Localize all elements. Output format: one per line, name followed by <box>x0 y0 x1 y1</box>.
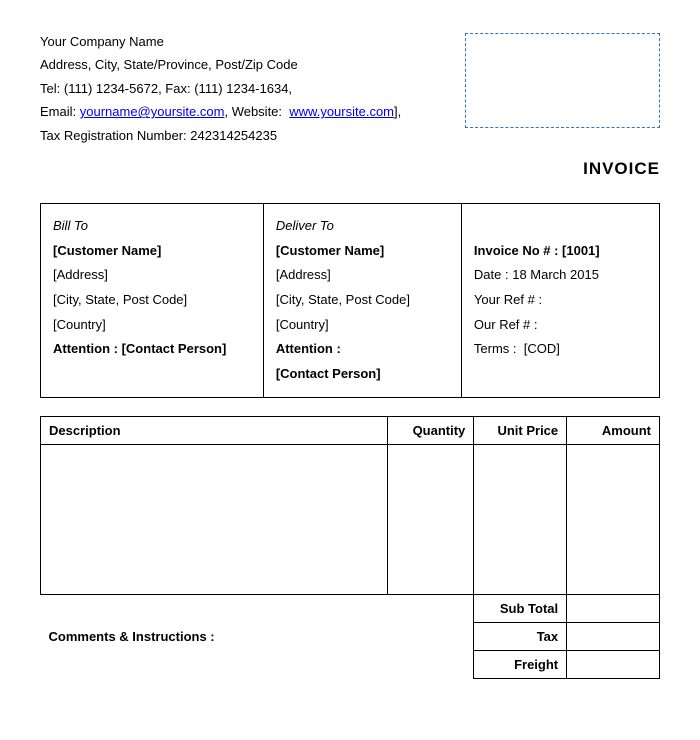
bill-to-country: [Country] <box>53 313 251 338</box>
bill-to-cell: Bill To [Customer Name] [Address] [City,… <box>41 203 264 397</box>
info-table: Bill To [Customer Name] [Address] [City,… <box>40 203 660 398</box>
col-quantity: Quantity <box>387 416 474 444</box>
deliver-to-address: [Address] <box>276 263 449 288</box>
bill-to-heading: Bill To <box>53 214 251 239</box>
col-unit-price: Unit Price <box>474 416 567 444</box>
bill-to-address: [Address] <box>53 263 251 288</box>
subtotal-value <box>567 594 660 622</box>
bill-to-customer: [Customer Name] <box>53 239 251 264</box>
company-taxreg-line: Tax Registration Number: 242314254235 <box>40 124 401 147</box>
deliver-to-city: [City, State, Post Code] <box>276 288 449 313</box>
our-ref: Our Ref # : <box>474 313 647 338</box>
cell-unit-price <box>474 444 567 594</box>
freight-label: Freight <box>474 650 567 678</box>
tax-value <box>567 622 660 650</box>
deliver-to-attention: [Contact Person] <box>276 362 449 387</box>
deliver-to-attention-label: Attention : <box>276 337 449 362</box>
col-description: Description <box>41 416 388 444</box>
invoice-title: INVOICE <box>40 159 660 179</box>
bill-to-attention: Attention : [Contact Person] <box>53 337 251 362</box>
deliver-to-country: [Country] <box>276 313 449 338</box>
logo-placeholder <box>465 33 660 128</box>
invoice-meta-cell: Invoice No # : [1001] Date : 18 March 20… <box>461 203 659 397</box>
invoice-no: Invoice No # : [1001] <box>474 239 647 264</box>
items-header-row: Description Quantity Unit Price Amount <box>41 416 660 444</box>
company-email-line: Email: yourname@yoursite.com, Website: w… <box>40 100 401 123</box>
company-email-link[interactable]: yourname@yoursite.com <box>80 104 225 119</box>
items-body-row <box>41 444 660 594</box>
invoice-date-line: Date : 18 March 2015 <box>474 263 647 288</box>
deliver-to-customer: [Customer Name] <box>276 239 449 264</box>
company-info-block: Your Company Name Address, City, State/P… <box>40 30 401 147</box>
freight-value <box>567 650 660 678</box>
items-table: Description Quantity Unit Price Amount C… <box>40 416 660 679</box>
bill-to-city: [City, State, Post Code] <box>53 288 251 313</box>
company-phone-line: Tel: (111) 1234-5672, Fax: (111) 1234-16… <box>40 77 401 100</box>
company-website-link[interactable]: www.yoursite.com <box>289 104 394 119</box>
terms-line: Terms : [COD] <box>474 337 647 362</box>
col-amount: Amount <box>567 416 660 444</box>
tax-label: Tax <box>474 622 567 650</box>
cell-description <box>41 444 388 594</box>
your-ref: Your Ref # : <box>474 288 647 313</box>
cell-quantity <box>387 444 474 594</box>
cell-amount <box>567 444 660 594</box>
comments-cell: Comments & Instructions : <box>41 594 474 678</box>
deliver-to-heading: Deliver To <box>276 214 449 239</box>
subtotal-label: Sub Total <box>474 594 567 622</box>
company-address: Address, City, State/Province, Post/Zip … <box>40 53 401 76</box>
deliver-to-cell: Deliver To [Customer Name] [Address] [Ci… <box>263 203 461 397</box>
company-name: Your Company Name <box>40 30 401 53</box>
subtotal-row: Comments & Instructions : Sub Total <box>41 594 660 622</box>
